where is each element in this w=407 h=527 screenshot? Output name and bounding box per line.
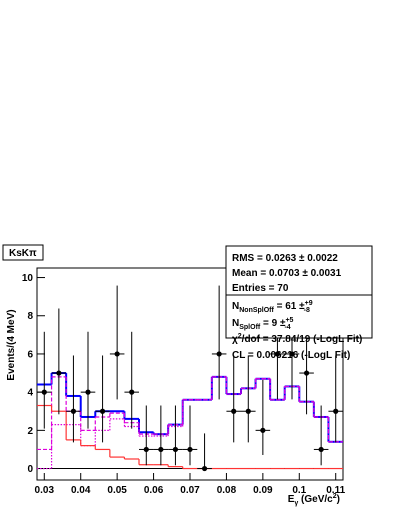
- n-low: -4: [284, 324, 290, 331]
- stats-n-sploff: NSplOff = 9 ±+5 -4: [232, 317, 294, 331]
- x-tick-label: 0.04: [71, 485, 91, 496]
- xl-main: E: [288, 494, 295, 505]
- xl-sup: 2: [333, 493, 337, 500]
- stats-cl: CL = 0.006216 (-LogL Fit): [232, 350, 350, 361]
- data-point: [114, 351, 120, 357]
- xl-sub: γ: [294, 500, 298, 507]
- data-point: [187, 446, 193, 453]
- data-point: [216, 351, 222, 357]
- data-point: [303, 370, 310, 376]
- data-point: [70, 408, 77, 414]
- stats-mean: Mean = 0.0703 ± 0.0031: [232, 268, 342, 279]
- data-point: [143, 446, 149, 453]
- n-sup: +5: [285, 317, 293, 324]
- y-tick-label: 2: [27, 426, 33, 437]
- stats-entries: Entries = 70: [232, 283, 289, 294]
- data-point: [231, 408, 237, 414]
- data-point: [41, 389, 47, 395]
- x-tick-label: 0.03: [35, 485, 55, 496]
- data-point: [245, 408, 251, 414]
- n-main: N: [232, 301, 239, 312]
- xl-rest: (GeV/c: [298, 494, 333, 505]
- data-point: [99, 408, 106, 414]
- chi-rest: /dof = 37.84/19 (-LogL Fit): [242, 334, 363, 345]
- xl-end: ): [337, 494, 340, 505]
- plot: 0.03 0.04 0.05 0.06 0.07 0.08 0.09 0.1 0.11 0 2 4 6 8…: [22, 273, 346, 496]
- n-low: -8: [304, 307, 310, 314]
- data-point: [158, 446, 164, 453]
- y-tick-label: 8: [27, 311, 33, 322]
- data-point: [201, 465, 208, 472]
- data-point: [260, 427, 266, 433]
- x-tick-label: 0.11: [326, 485, 345, 496]
- data-point: [85, 389, 91, 395]
- data-point: [318, 446, 324, 453]
- data-point: [56, 370, 62, 376]
- x-tick-label: 0.09: [253, 485, 273, 496]
- x-axis-label: Eγ (GeV/c2): [288, 493, 340, 507]
- stats-rms: RMS = 0.0263 ± 0.0022: [232, 253, 338, 264]
- x-tick-label: 0.07: [180, 485, 200, 496]
- x-tick-label: 0.1: [292, 485, 306, 496]
- stats-box: [225, 245, 373, 339]
- title-box: [2, 244, 44, 261]
- stats-n-nonsploff: NNonSplOff = 61 ±+9 -8: [232, 300, 313, 314]
- chi-main: χ: [232, 334, 238, 345]
- n-main: N: [232, 318, 239, 329]
- y-tick-label: 0: [27, 464, 33, 475]
- data-point: [333, 408, 339, 414]
- y-axis-label: Events/(4 MeV): [6, 309, 17, 380]
- x-tick-label: 0.08: [217, 485, 237, 496]
- n-sub: NonSplOff: [239, 307, 274, 314]
- y-tick-label: 10: [22, 273, 34, 284]
- n-rest: = 9 ±: [260, 318, 286, 329]
- n-sup: +9: [305, 300, 313, 307]
- stats-chi2: χ2/dof = 37.84/19 (-LogL Fit): [232, 333, 362, 345]
- x-tick-label: 0.05: [107, 485, 127, 496]
- chart-title: KsKπ: [9, 248, 37, 259]
- chi-sup: 2: [238, 333, 242, 340]
- y-tick-label: 4: [27, 388, 33, 399]
- n-sub: SplOff: [239, 324, 261, 331]
- data-point: [129, 389, 135, 395]
- n-rest: = 61 ±: [274, 301, 305, 312]
- data-point: [274, 351, 281, 357]
- data-point: [172, 446, 179, 453]
- y-tick-label: 6: [27, 349, 33, 360]
- data-point: [289, 351, 295, 357]
- x-tick-label: 0.06: [144, 485, 164, 496]
